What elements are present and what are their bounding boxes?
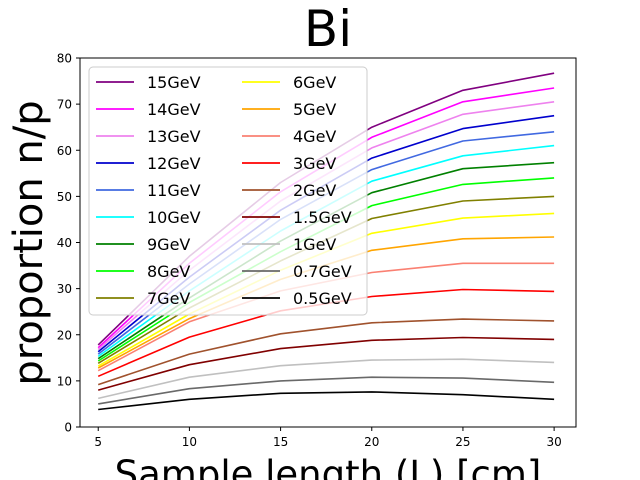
legend: 15GeV 14GeV 13GeV 12GeV 11GeV 10GeV 9GeV 8GeV 7G… — [88, 66, 368, 316]
series-line-1-5gev — [97, 336, 555, 391]
legend-label: 13GeV — [147, 127, 201, 146]
legend-label: 8GeV — [147, 262, 190, 281]
x-tick-label: 5 — [94, 435, 102, 449]
series-line-1gev — [98, 358, 555, 400]
x-tick-label: 25 — [455, 435, 470, 449]
y-axis-label: proportion n/p — [6, 100, 52, 385]
y-tick-label: 30 — [57, 282, 72, 296]
x-axis-label: Sample length (L) [cm] — [115, 453, 542, 480]
plot-frame — [79, 57, 577, 428]
legend-label: 15GeV — [147, 73, 201, 92]
chart-title: Bi — [304, 0, 352, 58]
legend-label: 9GeV — [147, 235, 190, 254]
legend-label: 7GeV — [147, 289, 190, 308]
legend-label: 2GeV — [293, 181, 336, 200]
y-tick-label: 70 — [57, 98, 72, 112]
y-tick-label: 0 — [64, 421, 72, 435]
x-ticks: 5 10 15 20 25 30 — [94, 427, 562, 449]
legend-label: 1.5GeV — [293, 208, 352, 227]
legend-box — [88, 66, 368, 316]
legend-label: 3GeV — [293, 154, 336, 173]
y-ticks: 0 10 20 30 40 50 60 70 80 — [57, 52, 80, 435]
legend-label: 11GeV — [147, 181, 201, 200]
x-tick-label: 20 — [364, 435, 379, 449]
legend-label: 0.5GeV — [293, 289, 352, 308]
y-tick-label: 80 — [57, 52, 72, 66]
legend-label: 5GeV — [293, 100, 336, 119]
legend-label: 10GeV — [147, 208, 201, 227]
y-tick-label: 40 — [57, 236, 72, 250]
series-line-2gev — [97, 318, 555, 386]
y-tick-label: 10 — [57, 374, 72, 388]
legend-label: 14GeV — [147, 100, 201, 119]
x-tick-label: 30 — [546, 435, 561, 449]
legend-label: 6GeV — [293, 73, 336, 92]
legend-label: 4GeV — [293, 127, 336, 146]
y-tick-label: 20 — [57, 328, 72, 342]
legend-label: 0.7GeV — [293, 262, 352, 281]
legend-label: 12GeV — [147, 154, 201, 173]
legend-label: 1GeV — [293, 235, 336, 254]
x-tick-label: 10 — [182, 435, 197, 449]
y-tick-label: 60 — [57, 144, 72, 158]
series-line-0-7gev — [98, 376, 555, 405]
series-line-0-5gev — [98, 391, 555, 411]
y-tick-label: 50 — [57, 190, 72, 204]
x-tick-label: 15 — [273, 435, 288, 449]
